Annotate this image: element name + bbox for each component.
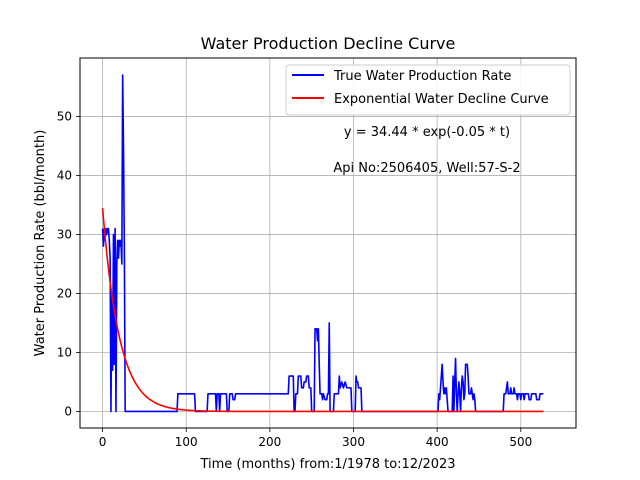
y-tick-label: 30 (57, 227, 72, 241)
grid-lines (80, 58, 576, 428)
x-tick-label: 300 (342, 435, 365, 449)
y-tick-label: 10 (57, 345, 72, 359)
legend-label-true-rate: True Water Production Rate (333, 69, 511, 84)
y-axis-label: Water Production Rate (bbl/month) (33, 130, 48, 357)
plot-area-frame (79, 57, 577, 429)
x-axis: 0 100 200 300 400 500 (99, 428, 532, 449)
y-tick-label: 50 (57, 109, 72, 123)
equation-annotation: y = 34.44 * exp(-0.05 * t) (344, 125, 510, 140)
y-axis: 0 10 20 30 40 50 (57, 109, 80, 418)
y-tick-label: 0 (64, 404, 72, 418)
legend: True Water Production Rate Exponential W… (285, 64, 571, 116)
legend-box (285, 64, 571, 116)
x-tick-label: 400 (426, 435, 449, 449)
series-line-true-rate (101, 74, 544, 413)
y-tick-label: 40 (57, 168, 72, 182)
plot-series (101, 74, 544, 413)
legend-label-decline-curve: Exponential Water Decline Curve (334, 92, 549, 107)
x-tick-label: 200 (258, 435, 281, 449)
x-tick-label: 100 (175, 435, 198, 449)
x-tick-label: 0 (99, 435, 107, 449)
series-line-decline-curve (101, 208, 544, 413)
x-tick-label: 500 (509, 435, 532, 449)
chart-title: Water Production Decline Curve (201, 34, 456, 53)
y-tick-label: 20 (57, 286, 72, 300)
well-annotation: Api No:2506405, Well:57-S-2 (333, 161, 520, 176)
x-axis-label: Time (months) from:1/1978 to:12/2023 (199, 457, 455, 472)
